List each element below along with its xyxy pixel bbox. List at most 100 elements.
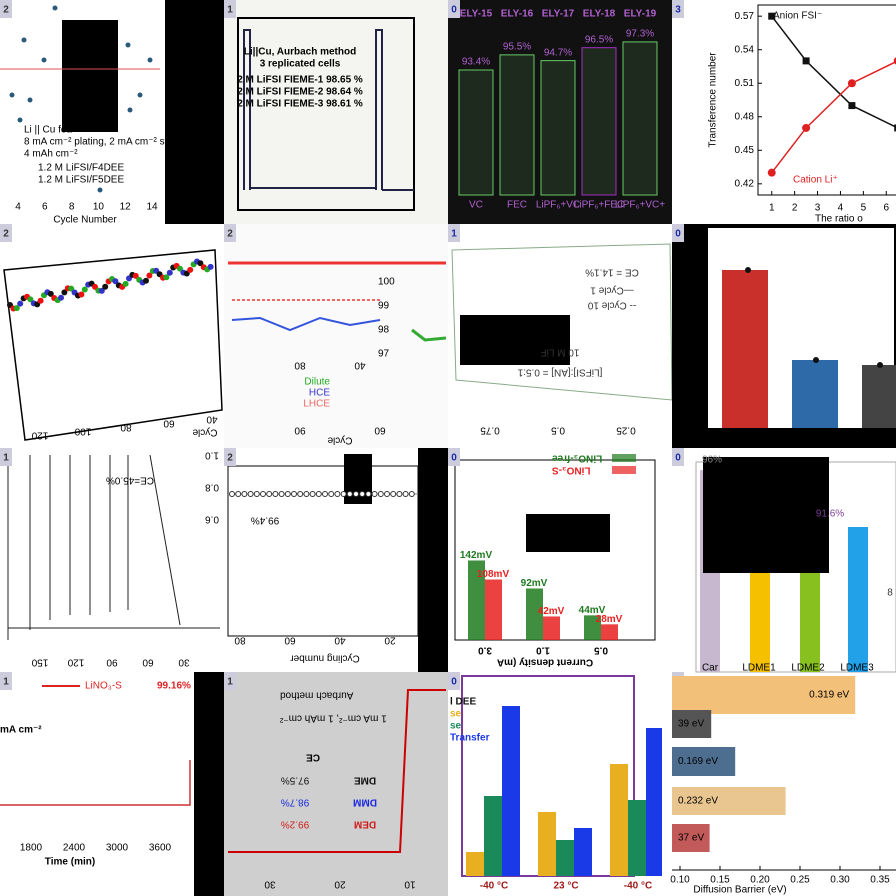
annotation: 3 replicated cells bbox=[260, 59, 341, 70]
row-label: DMM bbox=[353, 796, 377, 807]
legend-text: l DEE bbox=[450, 697, 476, 708]
row-label: DME bbox=[354, 774, 377, 785]
badge: 0 bbox=[675, 453, 681, 464]
dot bbox=[278, 491, 285, 497]
y-tick-label: 0.51 bbox=[735, 78, 755, 89]
annotation: 2 M LiFSI FIEME-1 98.65 % bbox=[237, 75, 363, 86]
dot bbox=[241, 491, 248, 497]
x-tick-label: LiPF₆+VC+ bbox=[615, 200, 665, 211]
legend-text: 8 mA cm⁻² plating, 2 mA cm⁻² stripping bbox=[24, 137, 197, 148]
x-tick-label: 0.5 bbox=[551, 424, 565, 435]
x-axis-label: Time (min) bbox=[45, 857, 95, 868]
dot bbox=[371, 491, 378, 497]
row-value: 97.5% bbox=[281, 774, 309, 785]
bar bbox=[458, 69, 494, 196]
x-tick-label: 30 bbox=[178, 656, 190, 667]
mask bbox=[703, 457, 829, 573]
x-tick-label: LiPF₆+FEC bbox=[574, 200, 624, 211]
plot-frame bbox=[757, 4, 896, 196]
bar bbox=[848, 527, 868, 672]
legend-text: LiNO₃-S bbox=[552, 464, 591, 475]
dot bbox=[127, 107, 133, 113]
badge: 0 bbox=[451, 453, 457, 464]
frame bbox=[237, 17, 415, 211]
bar bbox=[468, 560, 485, 640]
badge: 0 bbox=[451, 677, 457, 688]
x-tick-label: VC bbox=[469, 200, 483, 211]
y-tick-label: 0.8 bbox=[205, 481, 219, 492]
dot bbox=[147, 57, 153, 63]
mask bbox=[62, 20, 118, 132]
marker bbox=[848, 102, 856, 110]
marker bbox=[802, 123, 811, 132]
value-label: 97.3% bbox=[626, 29, 654, 40]
dot bbox=[132, 272, 139, 279]
x-tick-label: 0.35 bbox=[870, 875, 890, 886]
x-tick-label: 5 bbox=[861, 203, 867, 214]
dot bbox=[197, 260, 204, 267]
tile-bg bbox=[0, 224, 224, 448]
x-axis-label: Diffusion Barrier (eV) bbox=[693, 885, 786, 896]
dot bbox=[813, 357, 819, 363]
x-axis-label: The ratio o bbox=[815, 214, 863, 225]
y-tick-label: 0.6 bbox=[205, 513, 219, 524]
y-tick-label: 0.48 bbox=[735, 111, 755, 122]
bar bbox=[485, 579, 502, 640]
dot bbox=[353, 491, 359, 497]
row-value: 99.2% bbox=[281, 818, 309, 829]
badge: 0 bbox=[675, 229, 681, 240]
bar bbox=[581, 47, 617, 196]
marker bbox=[802, 57, 810, 65]
badge-bg bbox=[448, 448, 460, 466]
x-tick-label: 40 bbox=[354, 359, 366, 370]
bar bbox=[543, 616, 560, 640]
x-tick-label: 10 bbox=[93, 202, 105, 213]
frame bbox=[3, 249, 223, 441]
x-tick-label: 3.0 bbox=[478, 644, 492, 655]
value-label: 8 bbox=[887, 588, 893, 599]
dot bbox=[272, 491, 279, 497]
badge: 2 bbox=[3, 5, 9, 16]
dot bbox=[346, 491, 353, 497]
bar bbox=[622, 41, 658, 196]
badge: 1 bbox=[227, 5, 233, 16]
value-label: 92mV bbox=[521, 578, 548, 589]
x-tick-label: EL5c bbox=[734, 434, 757, 445]
mask bbox=[418, 448, 448, 672]
annotation: [LiFSI]:[AN] = 0.5:1 bbox=[517, 366, 602, 377]
dot bbox=[9, 92, 15, 98]
dot bbox=[408, 491, 415, 497]
bar bbox=[526, 588, 543, 640]
x-tick-label: 60 bbox=[284, 634, 296, 645]
value-label: 108mV bbox=[477, 569, 510, 580]
x-tick-label: LDME1 bbox=[742, 663, 776, 674]
bar bbox=[538, 812, 556, 876]
badge-bg bbox=[224, 672, 236, 690]
x-tick-label: 60 bbox=[374, 424, 386, 435]
badge: 1 bbox=[227, 677, 233, 688]
row-value: 98.7% bbox=[281, 796, 309, 807]
x-axis-label: Current density (mA bbox=[497, 656, 593, 667]
badge: 2 bbox=[227, 229, 233, 240]
y-tick-label: 0.42 bbox=[735, 178, 755, 189]
category-label: ELY-15 bbox=[460, 9, 493, 20]
x-tick-label: 2 bbox=[792, 203, 798, 214]
x-tick-label: 0.15 bbox=[710, 875, 730, 886]
annotation: 2 M LiFSI FIEME-3 98.61 % bbox=[237, 99, 363, 110]
dot bbox=[315, 491, 322, 497]
dot bbox=[247, 491, 254, 497]
x-tick-label: 30 bbox=[264, 878, 276, 889]
dot bbox=[334, 491, 341, 497]
badge-bg bbox=[448, 224, 460, 242]
legend-swatch bbox=[612, 466, 636, 474]
x-tick-label: 80 bbox=[120, 421, 132, 432]
x-tick-label: EL4c bbox=[804, 434, 827, 445]
x-axis-label: Cycle bbox=[192, 426, 217, 437]
bar bbox=[722, 270, 768, 428]
y-tick-label: 0.45 bbox=[735, 145, 755, 156]
dot bbox=[102, 283, 109, 290]
value-label: 93.4% bbox=[462, 57, 490, 68]
mask bbox=[194, 672, 224, 896]
dot bbox=[235, 491, 242, 497]
